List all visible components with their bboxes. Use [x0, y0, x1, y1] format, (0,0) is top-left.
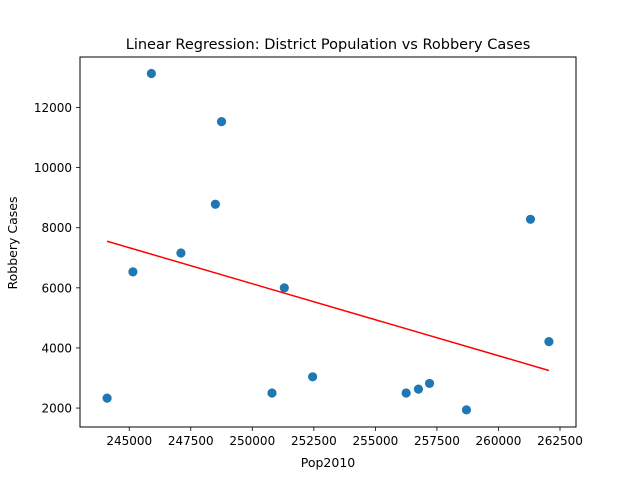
y-axis-ticks: 2000 4000 6000 8000 10000 12000 [34, 101, 80, 416]
data-point [308, 372, 318, 382]
x-tick-label: 252500 [291, 434, 337, 448]
x-axis-ticks: 245000 247500 250000 252500 255000 257500 2600… [106, 427, 583, 448]
y-tick-label: 2000 [41, 402, 72, 416]
data-point [176, 248, 186, 258]
data-point [413, 384, 424, 394]
x-tick-label: 245000 [106, 434, 152, 448]
data-point [525, 214, 536, 224]
x-tick-label: 260000 [476, 434, 522, 448]
data-point [279, 283, 289, 293]
chart-title: Linear Regression: District Population v… [126, 37, 531, 53]
data-point [102, 393, 112, 403]
data-point [216, 117, 227, 127]
data-point [461, 405, 472, 415]
data-point [210, 199, 220, 209]
y-tick-label: 8000 [41, 221, 72, 235]
plot-marks [102, 68, 554, 415]
y-tick-label: 12000 [34, 101, 72, 115]
data-point [146, 68, 156, 79]
data-point [424, 378, 435, 389]
x-tick-label: 262500 [537, 434, 583, 448]
data-point [544, 337, 554, 347]
data-point [128, 267, 138, 277]
data-point [267, 388, 277, 398]
axes-frame [79, 56, 577, 428]
y-tick-label: 10000 [34, 161, 72, 175]
y-tick-label: 4000 [41, 341, 72, 355]
regression-line [106, 240, 550, 372]
y-axis-label: Robbery Cases [5, 197, 20, 290]
y-tick-label: 6000 [41, 281, 72, 295]
x-tick-label: 247500 [168, 434, 214, 448]
x-tick-label: 250000 [229, 434, 275, 448]
x-axis-label: Pop2010 [301, 455, 356, 470]
data-point [401, 388, 411, 398]
x-tick-label: 257500 [414, 434, 460, 448]
x-tick-label: 255000 [352, 434, 398, 448]
